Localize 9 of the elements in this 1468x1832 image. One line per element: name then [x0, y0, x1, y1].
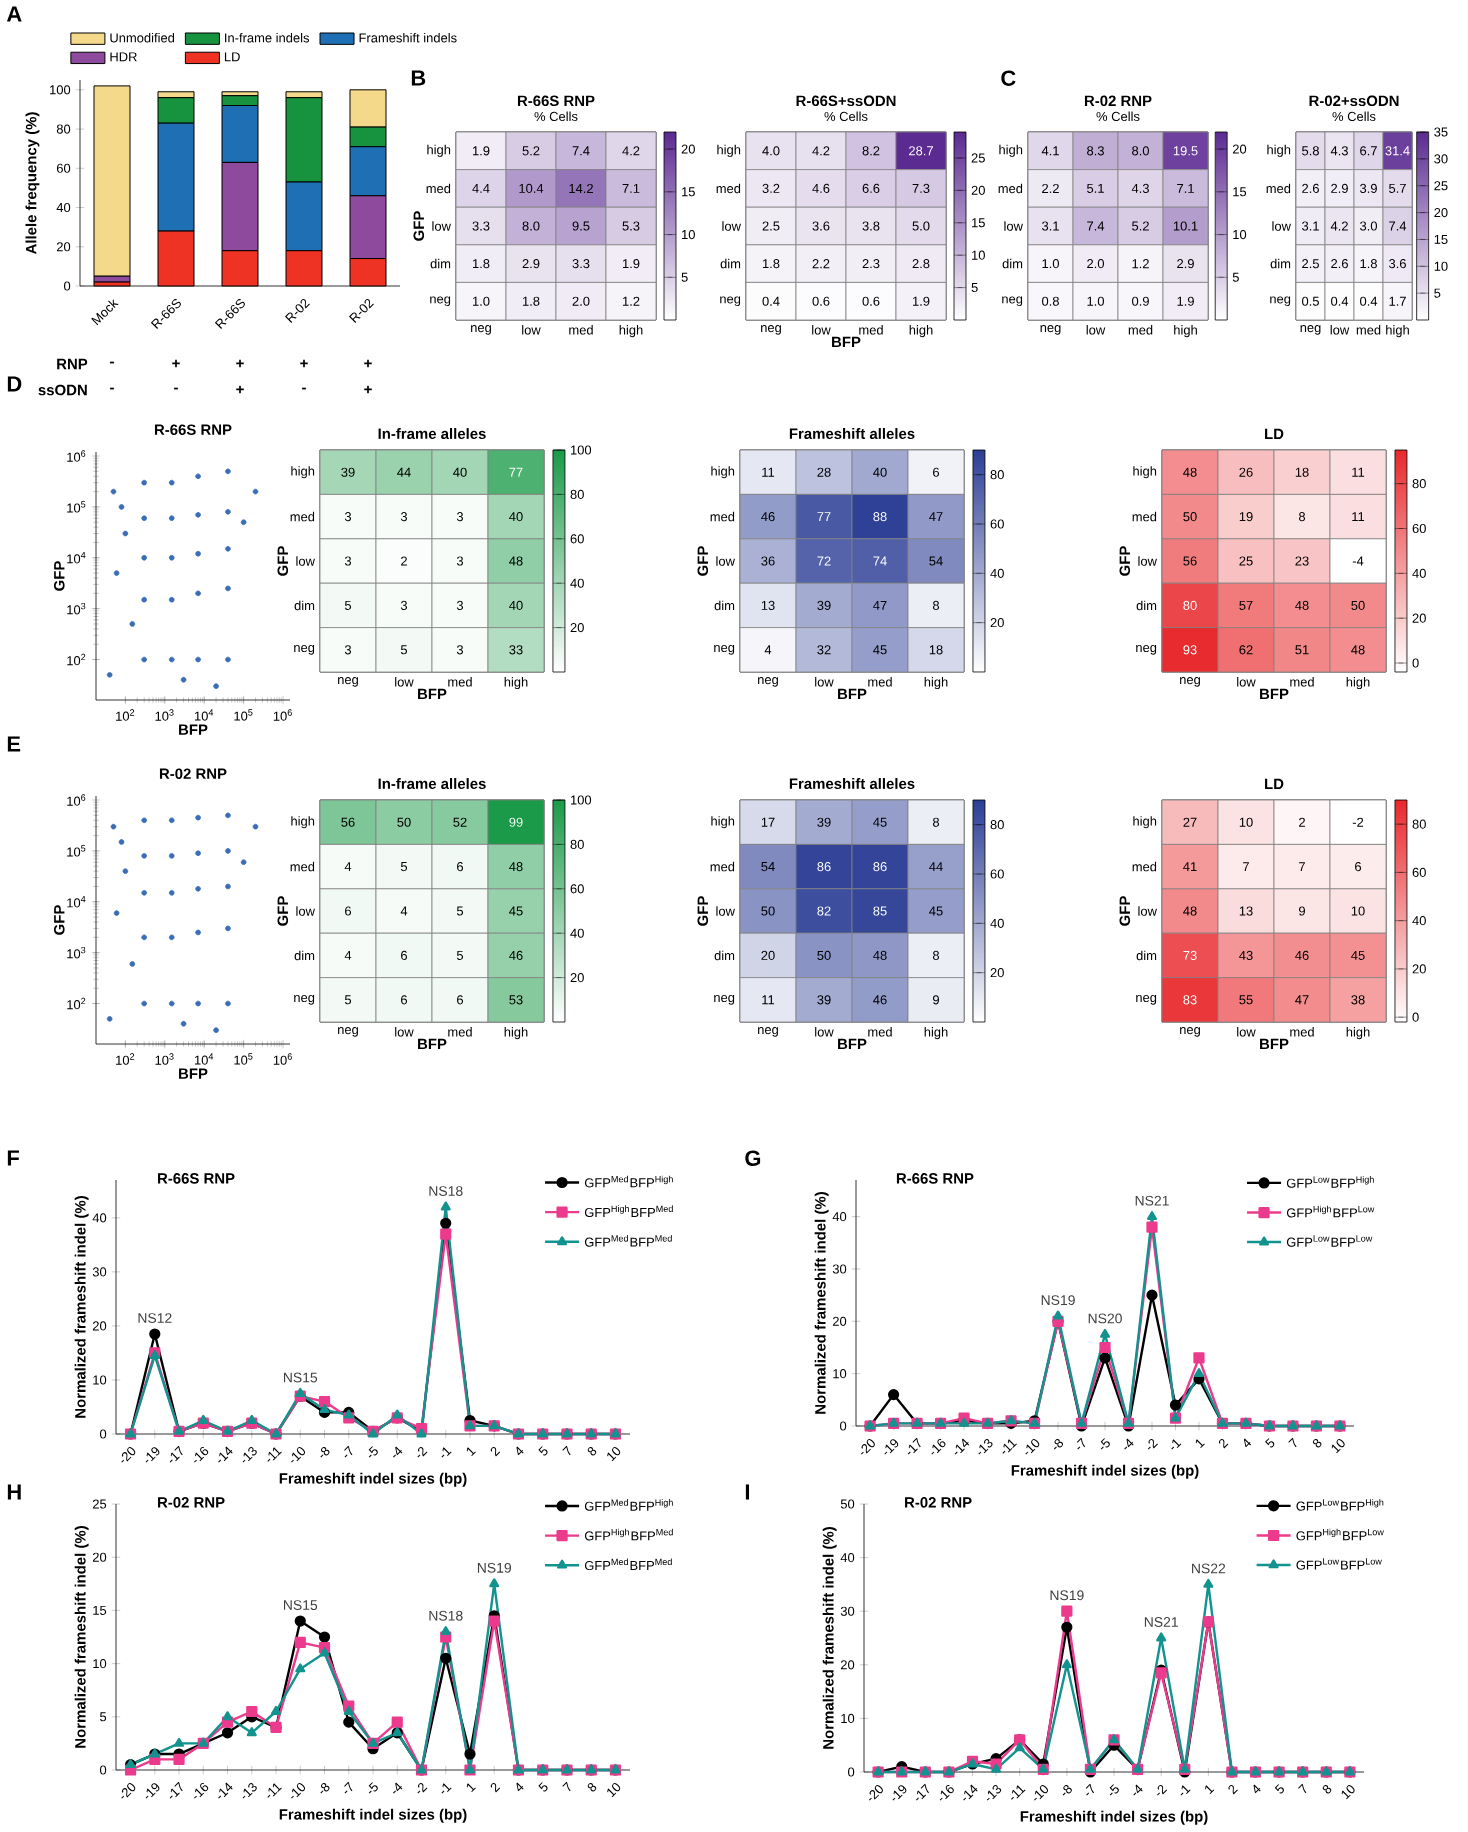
text: H: [7, 1484, 21, 1500]
text: F: [7, 1150, 19, 1166]
text: D: [7, 376, 22, 392]
text: C: [1001, 70, 1016, 86]
text: B: [411, 70, 426, 86]
text: I: [745, 1484, 750, 1500]
text: G: [745, 1150, 761, 1166]
text: A: [6, 6, 22, 22]
text: E: [7, 736, 21, 752]
